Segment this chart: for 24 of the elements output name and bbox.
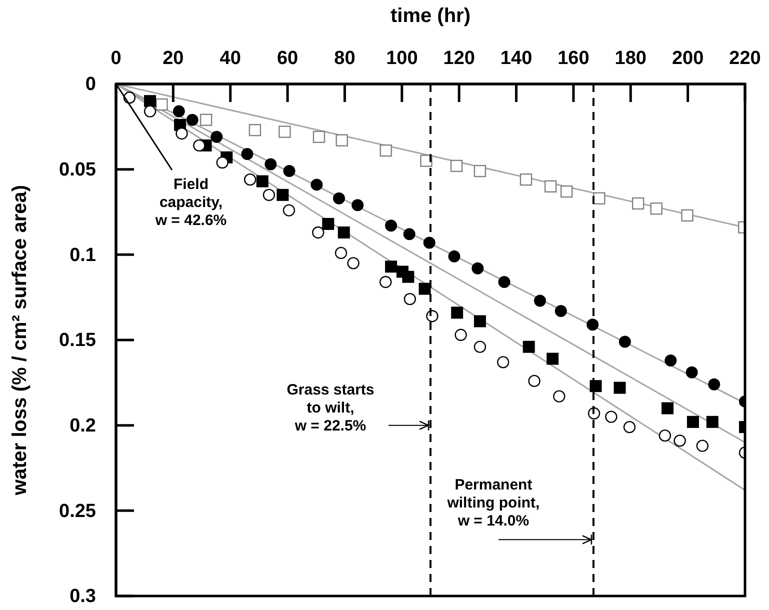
x-tick-label: 20 [162,48,184,69]
x-tick-label: 0 [110,48,122,69]
x-tick-label: 160 [558,48,590,69]
y-tick-label: 0.1 [70,244,96,266]
y-tick-label: 0.2 [70,415,96,436]
annotation: Grass starts to wilt, w = 22.5% [286,381,374,434]
y-tick-label: 0.3 [70,586,96,608]
x-tick-label: 220 [729,48,761,69]
x-tick-label: 120 [443,48,475,69]
x-tick-label: 200 [672,48,704,69]
x-tick-label: 140 [500,48,532,69]
y-axis-title: water loss (% / cm² surface area) [9,184,31,496]
x-tick-label: 40 [220,48,241,69]
y-tick-label: 0.25 [59,500,96,522]
y-tick-label: 0.05 [59,159,96,180]
y-tick-label: 0.15 [59,330,96,352]
x-axis-title: time (hr) [390,5,470,27]
x-tick-label: 60 [276,48,298,69]
annotation: Field capacity, w = 42.6% [154,176,227,229]
x-tick-label: 80 [334,48,356,69]
y-tick-label: 0 [85,74,96,96]
x-tick-label: 100 [386,48,418,69]
x-tick-label: 180 [614,48,646,69]
annotation: Permanent wilting point, w = 14.0% [446,476,540,530]
